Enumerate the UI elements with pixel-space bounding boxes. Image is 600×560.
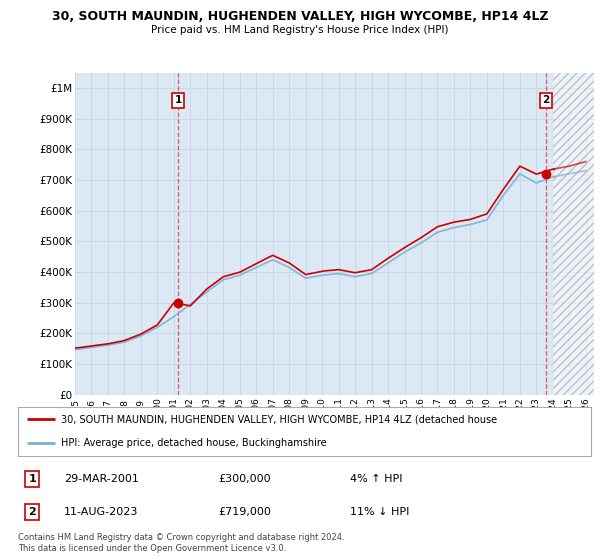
Bar	[553, 73, 594, 395]
Text: £300,000: £300,000	[218, 474, 271, 484]
Text: 2: 2	[542, 95, 550, 105]
Text: 11% ↓ HPI: 11% ↓ HPI	[350, 507, 410, 517]
Text: 1: 1	[175, 95, 182, 105]
Text: 30, SOUTH MAUNDIN, HUGHENDEN VALLEY, HIGH WYCOMBE, HP14 4LZ: 30, SOUTH MAUNDIN, HUGHENDEN VALLEY, HIG…	[52, 10, 548, 23]
Text: Contains HM Land Registry data © Crown copyright and database right 2024.
This d: Contains HM Land Registry data © Crown c…	[18, 533, 344, 553]
Text: 4% ↑ HPI: 4% ↑ HPI	[350, 474, 403, 484]
Text: HPI: Average price, detached house, Buckinghamshire: HPI: Average price, detached house, Buck…	[61, 438, 326, 448]
Text: 30, SOUTH MAUNDIN, HUGHENDEN VALLEY, HIGH WYCOMBE, HP14 4LZ (detached house: 30, SOUTH MAUNDIN, HUGHENDEN VALLEY, HIG…	[61, 414, 497, 424]
Text: 2: 2	[28, 507, 36, 517]
Bar	[553, 73, 594, 395]
Text: 29-MAR-2001: 29-MAR-2001	[64, 474, 139, 484]
Text: 11-AUG-2023: 11-AUG-2023	[64, 507, 138, 517]
Text: Price paid vs. HM Land Registry's House Price Index (HPI): Price paid vs. HM Land Registry's House …	[151, 25, 449, 35]
Text: 1: 1	[28, 474, 36, 484]
Text: £719,000: £719,000	[218, 507, 271, 517]
